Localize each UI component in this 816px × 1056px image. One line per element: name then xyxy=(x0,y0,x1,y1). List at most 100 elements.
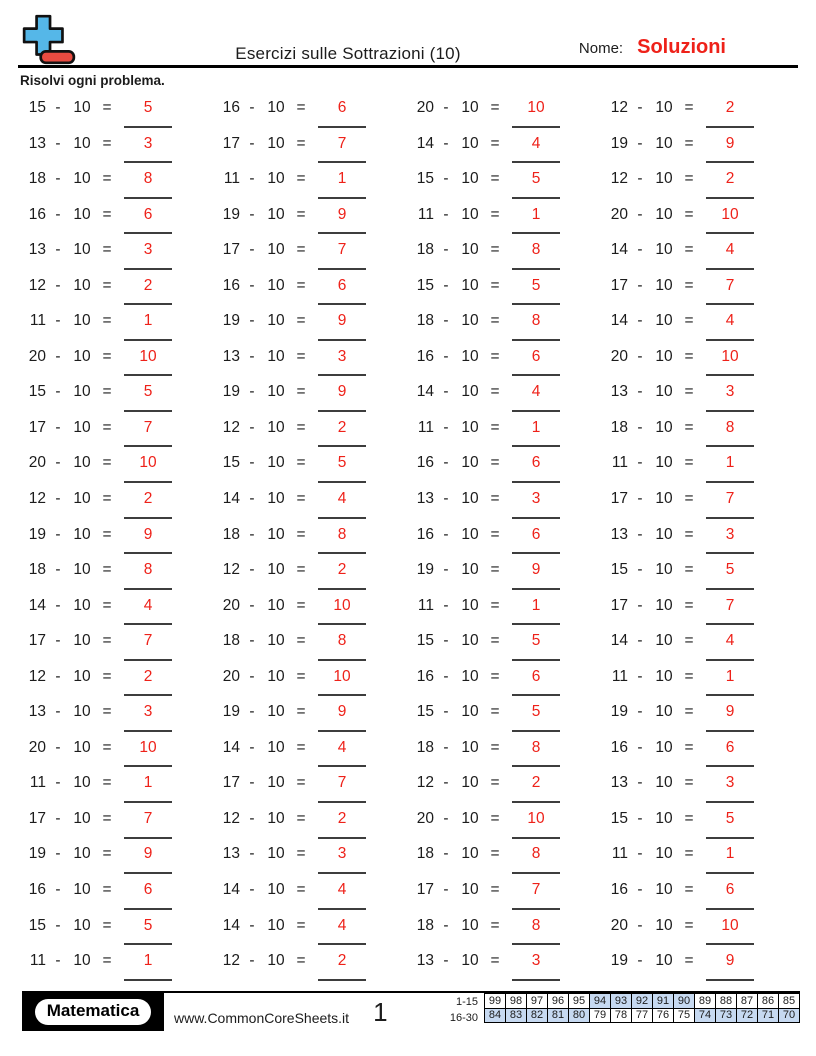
equals-sign: = xyxy=(102,809,112,827)
minuend: 11 xyxy=(417,418,434,436)
answer-blank: 8 xyxy=(706,410,754,448)
answer-value: 3 xyxy=(725,774,735,792)
equals-sign: = xyxy=(296,667,306,685)
subtraction-problem: 18 - 10 = 8 xyxy=(602,410,796,448)
subtraction-problem: 15 - 10 = 5 xyxy=(214,445,408,484)
answer-value: 2 xyxy=(725,99,735,116)
subtraction-problem: 12 - 10 = 2 xyxy=(602,90,796,128)
minus-sign: - xyxy=(249,99,255,116)
answer-blank: 8 xyxy=(318,623,366,661)
minuend: 18 xyxy=(28,561,46,579)
minuend: 15 xyxy=(416,632,434,650)
score-cell: 84 xyxy=(484,1007,506,1023)
subtraction-problem: 14 - 10 = 4 xyxy=(20,588,214,626)
answer-blank: 3 xyxy=(124,694,172,732)
subtraction-problem: 13 - 10 = 3 xyxy=(602,374,796,412)
minuend: 16 xyxy=(416,454,434,472)
answer-value: 1 xyxy=(337,170,347,188)
minus-sign: - xyxy=(249,383,255,401)
answer-value: 8 xyxy=(531,312,541,330)
minuend: 13 xyxy=(28,134,46,152)
answer-value: 3 xyxy=(725,525,735,543)
subtraction-problem: 20 - 10 = 10 xyxy=(408,90,602,128)
equals-sign: = xyxy=(296,276,306,294)
minus-sign: - xyxy=(637,490,643,508)
subtraction-problem: 19 - 10 = 9 xyxy=(214,374,408,412)
subtraction-problem: 20 - 10 = 10 xyxy=(602,908,796,946)
answer-value: 2 xyxy=(337,418,347,436)
answer-blank: 7 xyxy=(706,481,754,519)
subtraction-problem: 16 - 10 = 6 xyxy=(214,268,408,306)
minus-sign: - xyxy=(443,312,449,330)
equals-sign: = xyxy=(490,170,500,188)
subtrahend: 10 xyxy=(655,667,673,685)
minus-sign: - xyxy=(637,738,643,756)
minus-sign: - xyxy=(249,205,255,223)
minus-sign: - xyxy=(443,347,449,365)
subtraction-problem: 15 - 10 = 5 xyxy=(408,268,602,306)
subtrahend: 10 xyxy=(461,490,479,508)
equals-sign: = xyxy=(684,561,694,579)
answer-value: 10 xyxy=(139,738,157,756)
minus-sign: - xyxy=(55,667,61,685)
answer-blank: 5 xyxy=(512,694,560,732)
minus-sign: - xyxy=(249,596,255,614)
minus-sign: - xyxy=(637,205,643,223)
subtraction-problem: 11 - 10 = 1 xyxy=(602,836,796,875)
subtraction-problem: 19 - 10 = 9 xyxy=(602,126,796,164)
minuend: 19 xyxy=(28,845,46,863)
minuend: 11 xyxy=(417,205,434,223)
minuend: 17 xyxy=(222,241,240,259)
minuend: 13 xyxy=(28,241,46,259)
minuend: 20 xyxy=(610,205,628,223)
minuend: 16 xyxy=(416,667,434,685)
answer-blank: 10 xyxy=(124,445,172,484)
minuend: 18 xyxy=(416,916,434,934)
subtrahend: 10 xyxy=(655,703,673,721)
score-table-body: 99 98 97 96 95 94 93 92 91 90 89 88 87 86 85 84 83 82 81 80… xyxy=(484,993,800,1023)
subtraction-problem: 16 - 10 = 6 xyxy=(408,659,602,697)
answer-blank: 9 xyxy=(318,303,366,341)
minuend: 11 xyxy=(417,596,434,614)
answer-blank: 1 xyxy=(124,943,172,981)
equals-sign: = xyxy=(684,525,694,543)
answer-value: 5 xyxy=(531,703,541,721)
equals-sign: = xyxy=(490,845,500,863)
minuend: 14 xyxy=(416,134,434,152)
equals-sign: = xyxy=(102,525,112,543)
subtrahend: 10 xyxy=(267,525,285,543)
minuend: 11 xyxy=(611,454,628,472)
minuend: 14 xyxy=(416,383,434,401)
minus-sign: - xyxy=(443,881,449,899)
answer-blank: 5 xyxy=(512,623,560,661)
subtraction-problem: 19 - 10 = 9 xyxy=(214,694,408,732)
equals-sign: = xyxy=(490,525,500,543)
equals-sign: = xyxy=(684,490,694,508)
subtrahend: 10 xyxy=(73,845,91,863)
subtraction-problem: 18 - 10 = 8 xyxy=(20,161,214,199)
subtrahend: 10 xyxy=(267,774,285,792)
minus-sign: - xyxy=(249,525,255,543)
answer-value: 6 xyxy=(531,525,541,543)
minus-sign: - xyxy=(55,490,61,508)
answer-value: 1 xyxy=(531,205,541,223)
subtraction-problem: 11 - 10 = 1 xyxy=(602,659,796,697)
score-cell: 82 xyxy=(526,1007,548,1023)
answer-blank: 7 xyxy=(318,126,366,164)
subtraction-problem: 16 - 10 = 6 xyxy=(602,730,796,768)
minus-sign: - xyxy=(443,632,449,650)
minus-sign: - xyxy=(55,596,61,614)
equals-sign: = xyxy=(490,916,500,934)
score-cell: 83 xyxy=(505,1007,527,1023)
subtrahend: 10 xyxy=(267,99,285,116)
equals-sign: = xyxy=(296,383,306,401)
equals-sign: = xyxy=(490,952,500,970)
subtrahend: 10 xyxy=(73,134,91,152)
score-cell: 70 xyxy=(778,1007,800,1023)
answer-blank: 7 xyxy=(706,588,754,626)
answer-value: 5 xyxy=(337,454,347,472)
answer-value: 1 xyxy=(143,952,153,970)
minuend: 13 xyxy=(222,347,240,365)
minuend: 12 xyxy=(28,667,46,685)
answer-blank: 5 xyxy=(706,801,754,839)
